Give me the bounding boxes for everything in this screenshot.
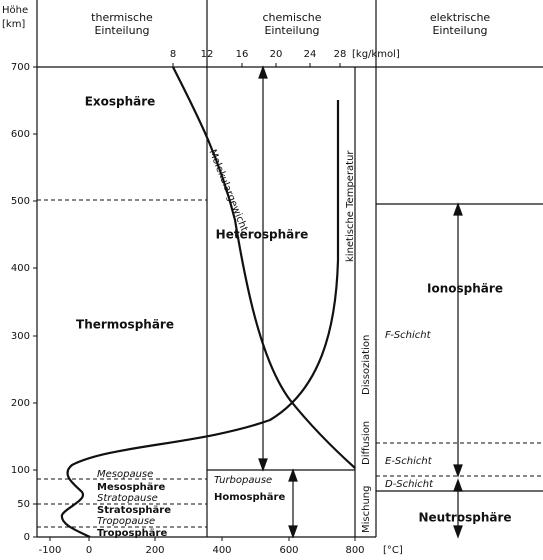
weight-tick-label: 20 bbox=[270, 49, 283, 60]
height-unit: [km] bbox=[2, 19, 25, 30]
temperature-tick-label: 600 bbox=[279, 545, 298, 556]
boundary-label: Tropopause bbox=[97, 516, 155, 527]
sublayer-label: F-Schicht bbox=[385, 330, 432, 341]
temperature-tick-label: 200 bbox=[145, 545, 164, 556]
weight-tick-label: 8 bbox=[170, 49, 176, 60]
height-tick-label: 700 bbox=[11, 62, 30, 73]
sublayer-label: D-Schicht bbox=[385, 479, 434, 490]
sublayer-label: E-Schicht bbox=[385, 456, 433, 467]
temperature-tick-label: 800 bbox=[345, 545, 364, 556]
weight-tick-label: 24 bbox=[304, 49, 317, 60]
temperature-tick-label: -100 bbox=[39, 545, 62, 556]
height-tick-label: 50 bbox=[17, 499, 30, 510]
height-tick-label: 600 bbox=[11, 129, 30, 140]
weight-unit: [kg/kmol] bbox=[352, 49, 400, 60]
layer-label: Homosphäre bbox=[214, 492, 285, 503]
layer-label: Stratosphäre bbox=[97, 505, 171, 516]
temperature-tick-label: 400 bbox=[212, 545, 231, 556]
temperature-tick-label: 0 bbox=[86, 545, 92, 556]
boundary-label: Mesopause bbox=[97, 469, 153, 480]
layer-label: Exosphäre bbox=[85, 95, 156, 109]
curve-label: kinetische Temperatur bbox=[345, 150, 356, 262]
process-label: Mischung bbox=[361, 486, 372, 533]
boundary-label: Turbopause bbox=[214, 475, 272, 486]
weight-tick-label: 12 bbox=[201, 49, 214, 60]
height-tick-label: 200 bbox=[11, 398, 30, 409]
layer-label: Thermosphäre bbox=[76, 318, 174, 332]
weight-tick-label: 28 bbox=[334, 49, 347, 60]
layer-label: Heterosphäre bbox=[216, 228, 309, 242]
temperature-unit: [°C] bbox=[383, 545, 403, 556]
curve-label: Molekulargewicht bbox=[206, 148, 249, 233]
boundary-label: Stratopause bbox=[97, 493, 158, 504]
layer-label: Ionosphäre bbox=[427, 282, 503, 296]
weight-curve bbox=[172, 66, 356, 469]
column-header: elektrische Einteilung bbox=[430, 11, 491, 37]
height-tick-label: 400 bbox=[11, 263, 30, 274]
height-tick-label: 500 bbox=[11, 196, 30, 207]
column-header: thermische Einteilung bbox=[91, 11, 153, 37]
layer-label: Neutrosphäre bbox=[418, 511, 511, 525]
height-tick-label: 300 bbox=[11, 331, 30, 342]
height-label: Höhe bbox=[2, 5, 28, 16]
layer-label: Mesosphäre bbox=[97, 482, 165, 493]
column-header: chemische Einteilung bbox=[262, 11, 321, 37]
arrows bbox=[258, 65, 463, 539]
process-label: Dissoziation bbox=[361, 335, 372, 395]
height-tick-label: 100 bbox=[11, 465, 30, 476]
process-label: Diffusion bbox=[361, 421, 372, 465]
height-tick-label: 0 bbox=[24, 532, 30, 543]
temperature-curve bbox=[60, 100, 340, 538]
layer-label: Troposphäre bbox=[97, 528, 167, 539]
weight-tick-label: 16 bbox=[236, 49, 249, 60]
